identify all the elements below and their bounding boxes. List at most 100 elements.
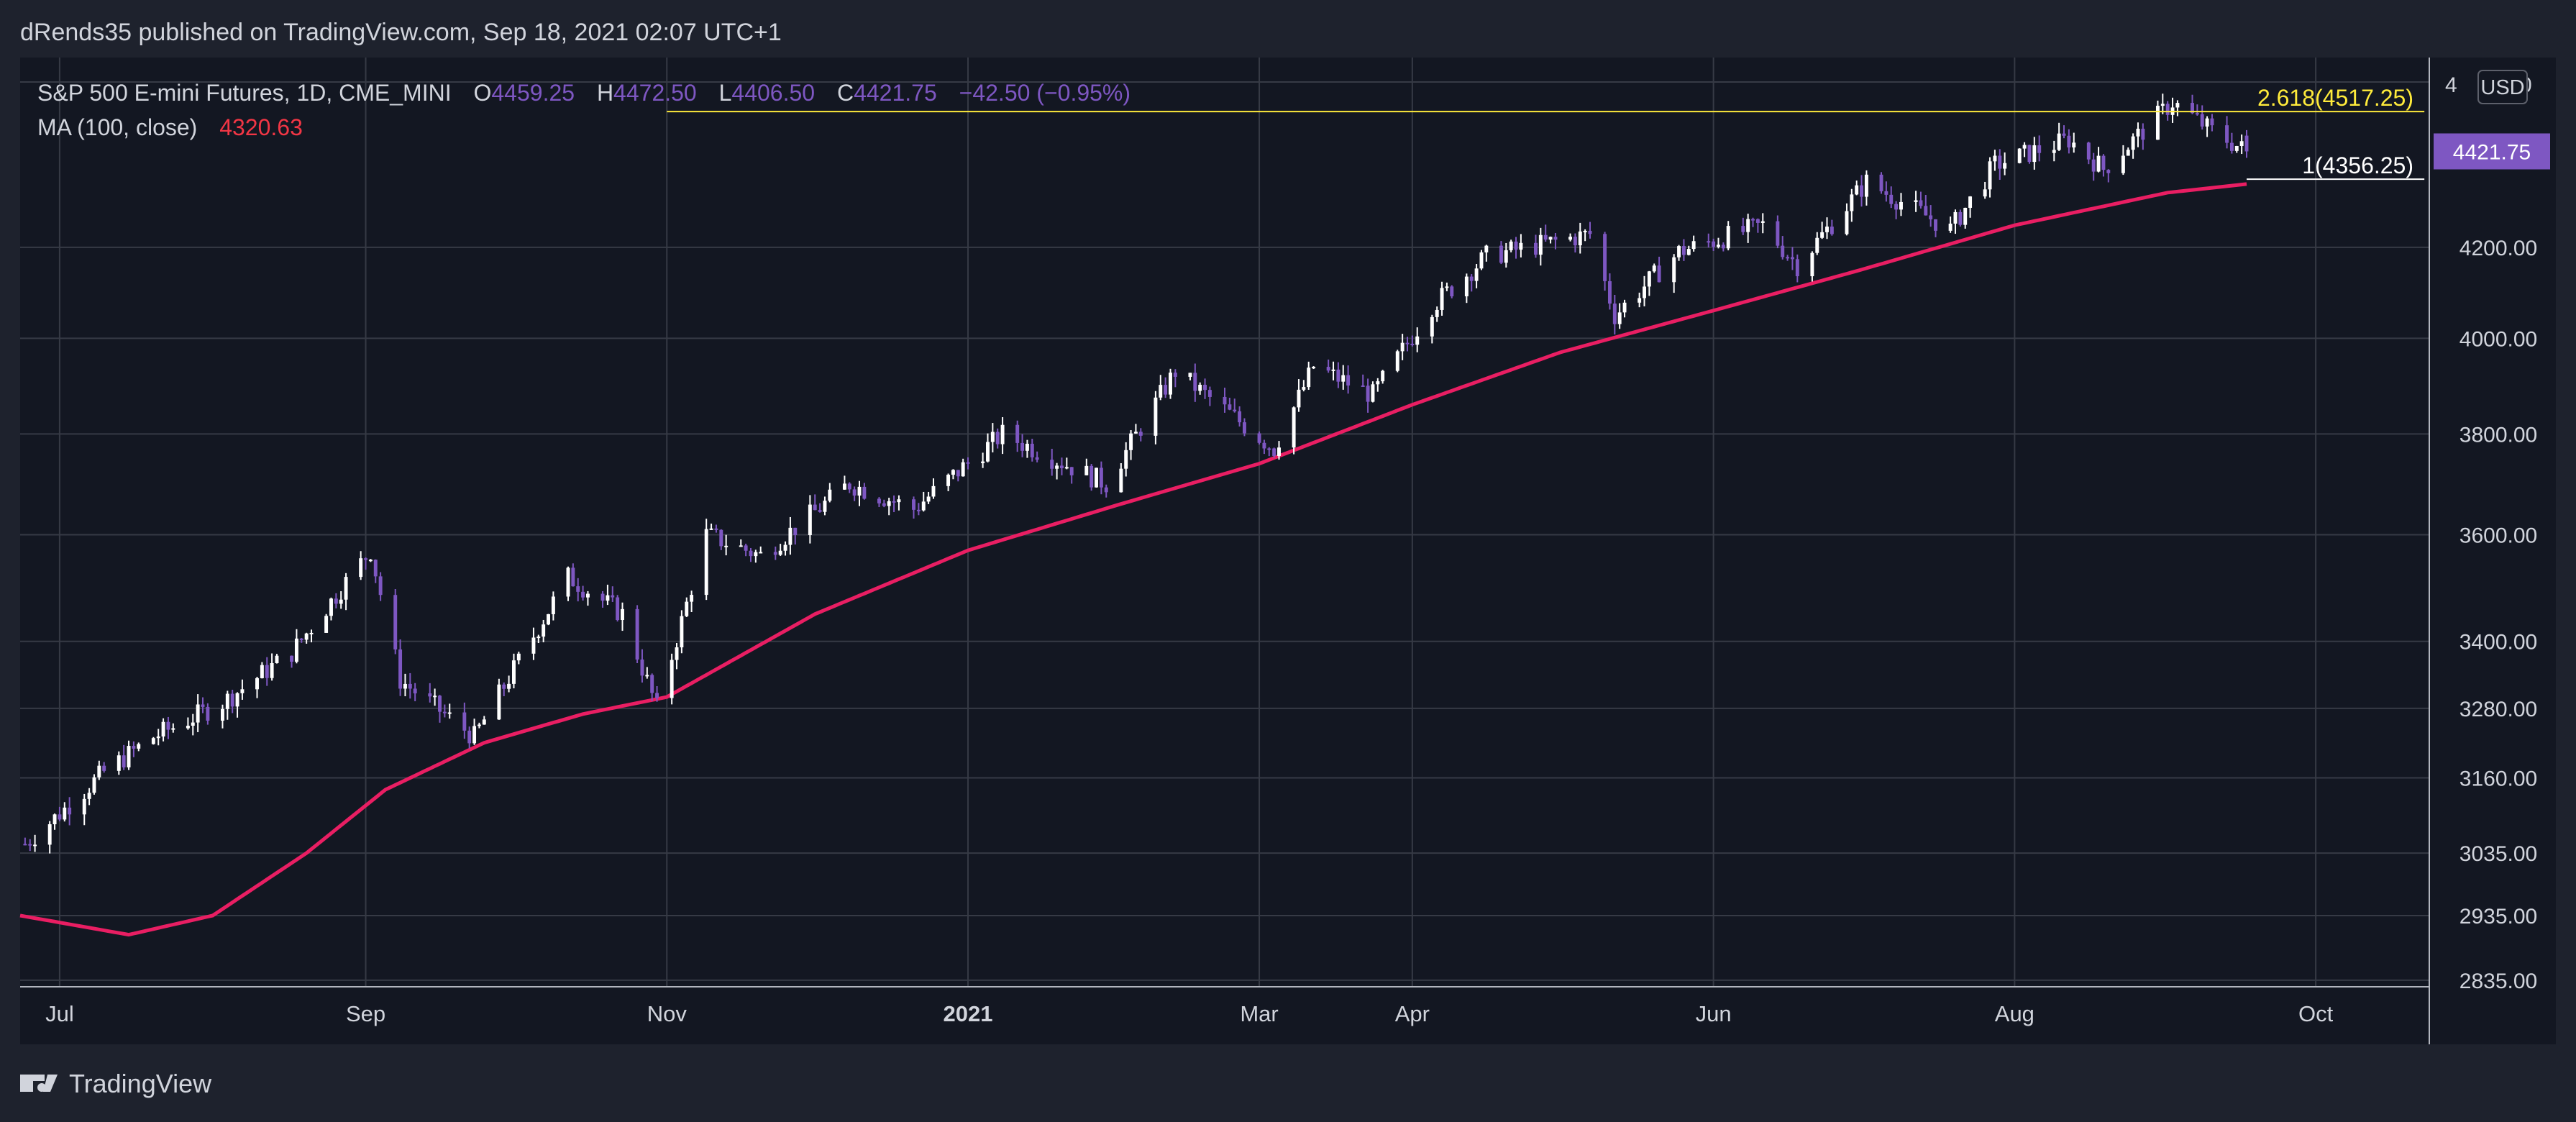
candle-body — [2067, 135, 2071, 147]
candle-body — [1889, 194, 1894, 204]
candle-body — [1346, 375, 1351, 386]
candle-body — [304, 633, 309, 640]
candle-body — [1069, 467, 1074, 475]
candle-body — [408, 683, 412, 689]
candle-body — [1104, 487, 1108, 493]
candle-body — [191, 722, 195, 726]
candle-body — [916, 509, 921, 511]
candle-body — [1410, 343, 1415, 345]
candle-body — [1726, 226, 1730, 249]
candle-body — [1899, 201, 1903, 210]
candle-body — [1415, 336, 1420, 345]
candle-body — [2032, 145, 2037, 163]
candle-body — [1133, 432, 1138, 434]
candle-body — [645, 675, 649, 677]
ohlc-legend: S&P 500 E-mini Futures, 1D, CME_MINI O44… — [37, 80, 1131, 106]
candle-body — [398, 649, 403, 689]
candle-body — [516, 653, 521, 661]
candle-body — [739, 545, 743, 547]
candle-body — [1371, 384, 1375, 402]
candle-body — [1751, 219, 1755, 221]
candle-body — [1914, 200, 1918, 202]
legend-symbol: S&P 500 E-mini Futures, 1D, CME_MINI — [37, 80, 452, 106]
candle-body — [127, 746, 131, 767]
candle-body — [1612, 304, 1617, 324]
candle-body — [2003, 163, 2007, 169]
currency-label: USD — [2480, 76, 2524, 99]
candle-body — [1095, 468, 1098, 488]
candle-body — [156, 736, 160, 739]
candle-body — [1924, 206, 1928, 216]
candle-body — [1776, 221, 1780, 246]
candle-body — [1781, 245, 1785, 257]
candle-body — [1607, 280, 1612, 304]
candle-body — [1277, 447, 1281, 456]
candle-body — [364, 558, 368, 560]
candle-body — [1400, 342, 1405, 352]
candle-body — [1307, 368, 1311, 388]
candle-body — [2022, 145, 2027, 149]
legend-high-label: H — [597, 80, 613, 106]
candle-body — [749, 550, 753, 557]
candle-body — [1638, 298, 1642, 303]
candle-body — [1855, 185, 1859, 195]
candle-body — [2037, 145, 2042, 153]
grid-lines — [20, 58, 2429, 987]
legend-close-value: 4421.75 — [854, 80, 937, 106]
candle-body — [788, 527, 793, 545]
candle-body — [1050, 460, 1054, 469]
legend-open-value: 4459.25 — [491, 80, 575, 106]
candle-body — [2165, 104, 2170, 115]
candle-body — [161, 721, 165, 736]
candle-body — [1474, 268, 1479, 281]
candle-body — [339, 599, 343, 604]
candle-body — [581, 591, 585, 598]
candle-body — [744, 545, 748, 551]
candle-body — [1583, 230, 1587, 232]
candle-body — [1820, 232, 1824, 238]
candle-body — [63, 807, 67, 820]
time-tick-label: Jun — [1696, 1001, 1732, 1026]
candle-body — [995, 432, 1000, 444]
candle-body — [28, 844, 32, 846]
candle-body — [640, 659, 644, 676]
candle-body — [171, 728, 175, 730]
candle-body — [1464, 276, 1469, 296]
candle-body — [344, 577, 348, 600]
candle-body — [497, 684, 501, 720]
candle-body — [1025, 443, 1029, 451]
candle-body — [1450, 286, 1454, 296]
price-tick-label: 2835.00 — [2459, 970, 2537, 993]
candle-body — [1988, 161, 1992, 190]
candle-body — [166, 721, 170, 730]
candle-body — [635, 608, 639, 660]
candle-body — [2057, 133, 2061, 150]
candle-body — [921, 501, 926, 511]
candle-body — [2062, 133, 2066, 136]
candle-body — [1963, 207, 1968, 225]
candle-body — [1884, 191, 1888, 195]
candle-body — [438, 695, 442, 712]
price-axis-labels: 4200.00 4000.00 3800.00 3600.00 3400.00 3280.… — [2459, 237, 2537, 993]
candle-body — [1164, 385, 1168, 395]
candle-body — [23, 844, 27, 846]
candle-body — [1617, 312, 1622, 324]
candle-body — [842, 483, 846, 490]
candle-body — [719, 529, 723, 547]
candle-body — [1879, 174, 1883, 191]
legend-high-value: 4472.50 — [613, 80, 697, 106]
candle-body — [151, 738, 155, 744]
candle-body — [1741, 226, 1745, 232]
candle-body — [1302, 387, 1306, 390]
currency-button[interactable] — [2477, 70, 2528, 104]
candle-body — [329, 598, 333, 616]
candle-body — [2160, 104, 2165, 106]
candle-body — [1084, 465, 1089, 475]
footer-brand: TradingView — [69, 1069, 212, 1098]
candle-body — [97, 765, 101, 777]
time-axis-labels: Jul Sep Nov 2021 Mar Apr Jun Aug Oct — [45, 1001, 2334, 1026]
candle-body — [1203, 384, 1207, 391]
candle-body — [1445, 286, 1449, 288]
price-tick-label: 4000.00 — [2459, 327, 2537, 351]
candle-body — [2210, 118, 2214, 126]
